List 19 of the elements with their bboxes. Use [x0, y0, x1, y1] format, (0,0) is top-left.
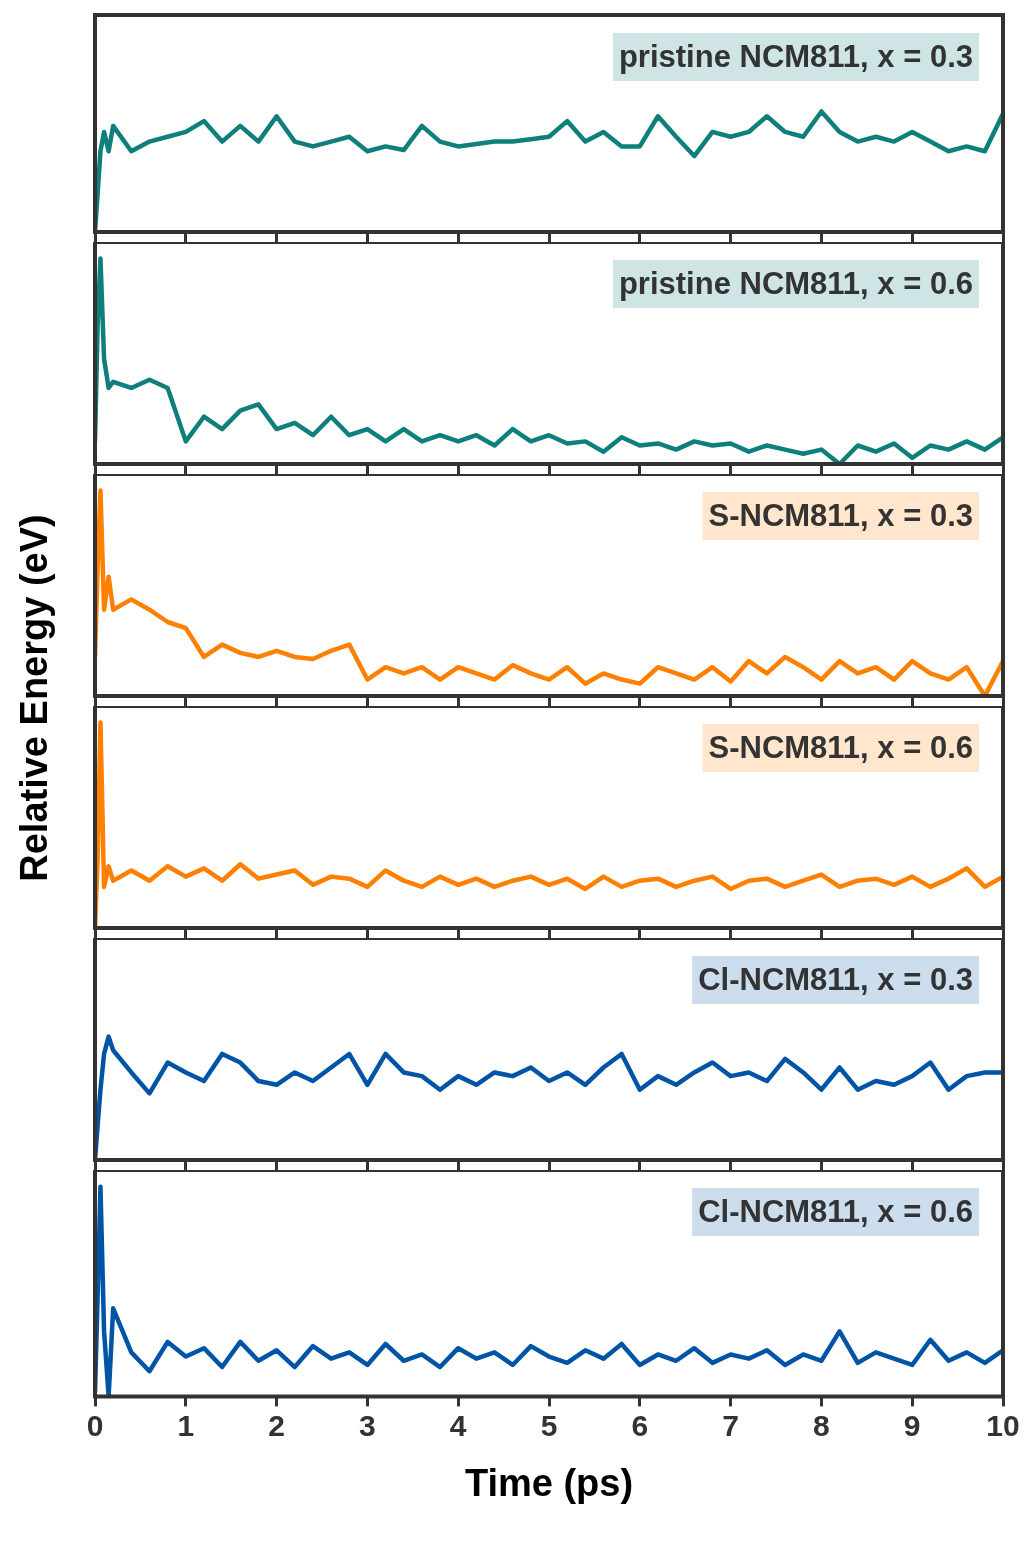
y-axis-title: Relative Energy (eV)	[12, 514, 56, 882]
x-tick-label: 8	[813, 1408, 830, 1442]
x-tick-label: 2	[268, 1408, 285, 1442]
x-axis-title: Time (ps)	[464, 1461, 634, 1504]
x-tick-label: 5	[540, 1408, 558, 1442]
chart-title: S-NCM811, x = 0.6	[708, 729, 973, 765]
chart-title: Cl-NCM811, x = 0.6	[698, 1193, 974, 1229]
chart-title: Cl-NCM811, x = 0.3	[698, 961, 974, 997]
x-tick-label: 3	[359, 1408, 376, 1442]
x-tick-label: 7	[722, 1408, 739, 1442]
chart-title: pristine NCM811, x = 0.3	[618, 38, 973, 74]
x-tick-label: 9	[903, 1408, 921, 1442]
x-tick-label: 0	[86, 1408, 104, 1442]
x-tick-label: 1	[177, 1408, 195, 1442]
x-tick-label: 10	[986, 1408, 1020, 1442]
x-tick-label: 6	[631, 1408, 649, 1442]
chart-title: pristine NCM811, x = 0.6	[618, 265, 973, 301]
chart-title: S-NCM811, x = 0.3	[708, 497, 973, 533]
x-tick-label: 4	[449, 1408, 467, 1442]
